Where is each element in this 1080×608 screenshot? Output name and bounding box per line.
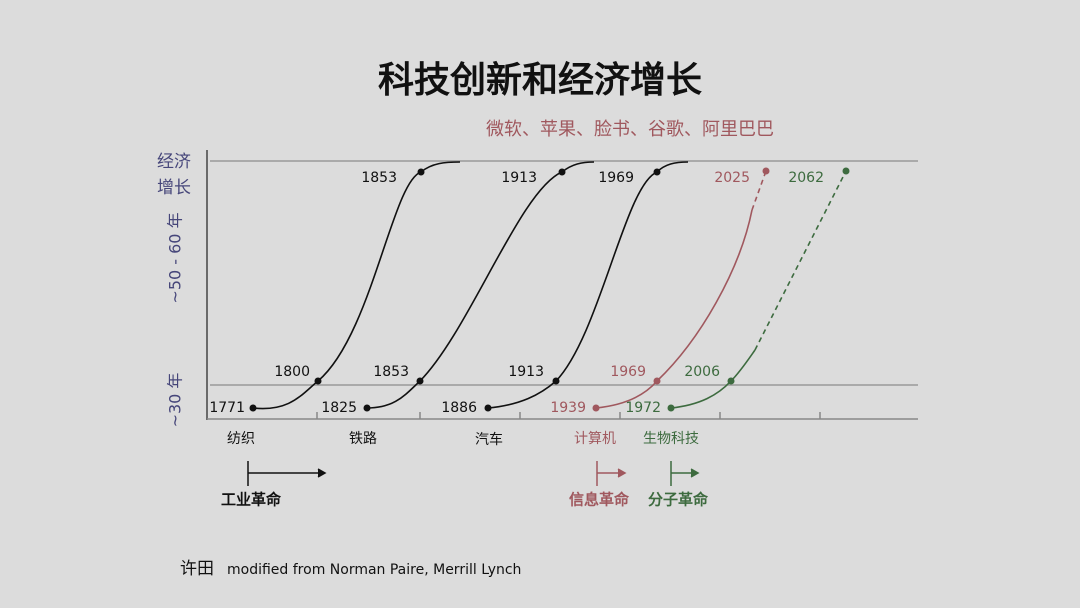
year-label: 1886 xyxy=(441,400,477,416)
year-label: 1972 xyxy=(625,400,661,416)
year-label: 1800 xyxy=(274,364,310,380)
category-label: 铁路 xyxy=(349,431,377,447)
axes xyxy=(206,150,918,420)
revolution-arrows xyxy=(247,461,700,486)
y-axis-label: 经济 xyxy=(157,152,191,172)
curves xyxy=(252,161,847,410)
year-label: 2006 xyxy=(684,364,720,380)
source-text: modified from Norman Paire, Merrill Lync… xyxy=(227,562,521,578)
category-label: 计算机 xyxy=(574,431,616,447)
category-label: 汽车 xyxy=(475,431,503,448)
category-label: 生物科技 xyxy=(643,431,699,447)
year-label: 1969 xyxy=(610,364,646,380)
revolution-label: 工业革命 xyxy=(221,491,282,509)
year-label: 1771 xyxy=(209,400,245,416)
year-label: 2025 xyxy=(714,170,750,186)
year-label: 1939 xyxy=(550,400,586,416)
span-label: ~30 年 xyxy=(166,373,185,428)
title: 科技创新和经济增长 xyxy=(378,60,702,101)
year-label: 1853 xyxy=(373,364,409,380)
year-label: 1969 xyxy=(598,170,634,186)
y-axis-label: 增长 xyxy=(157,178,191,198)
span-label: ~50 - 60 年 xyxy=(166,212,185,303)
year-label: 1913 xyxy=(508,364,544,380)
year-label: 1913 xyxy=(501,170,537,186)
year-label: 1853 xyxy=(361,170,397,186)
revolution-label: 分子革命 xyxy=(648,491,709,509)
revolution-label: 信息革命 xyxy=(569,491,630,509)
year-label: 1825 xyxy=(321,400,357,416)
source-author: 许田 xyxy=(180,559,214,579)
subtitle: 微软、苹果、脸书、谷歌、阿里巴巴 xyxy=(486,119,774,140)
year-label: 2062 xyxy=(788,170,824,186)
category-label: 纺织 xyxy=(227,431,255,447)
points xyxy=(249,167,850,412)
